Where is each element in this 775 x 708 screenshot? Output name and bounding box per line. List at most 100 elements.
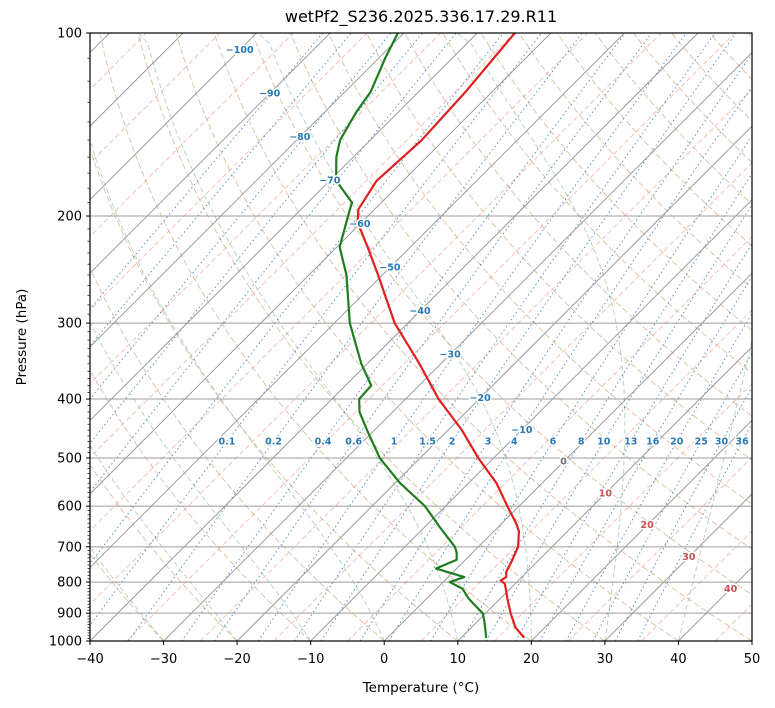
plot-line [641,529,752,641]
x-tick-label: −30 [150,652,177,667]
y-tick-label: 100 [57,27,82,42]
isotherm-label: −10 [511,425,533,436]
plot-line [90,33,542,627]
mixing-ratio-label: 36 [735,437,749,448]
plot-line [90,33,504,565]
y-tick-label: 700 [57,540,82,555]
axes-frame: −40 −30 −20 −10 0 10 20 30 40 5010020030040050060… [49,27,760,668]
plot-line [251,33,752,596]
sounding-profiles [335,33,525,639]
x-tick-label: 0 [380,652,388,667]
plot-line [751,639,752,641]
mixing-ratio-label: 0.1 [218,437,235,448]
x-axis-label: Temperature (°C) [362,680,480,696]
plot-line [126,33,736,641]
plot-line [637,422,752,641]
isotherm-label: −40 [409,306,431,317]
mixing-ratio-lines [90,33,752,641]
isotherm-label: 0 [560,457,567,468]
plot-line [456,33,626,641]
plot-line [632,33,752,164]
line-labels: −100−90−80−70−60−50−40−30−20−10010203040… [217,44,751,597]
y-tick-label: 500 [57,452,82,467]
isotherm-label: 30 [682,552,696,563]
plot-line [90,33,625,569]
y-tick-label: 900 [57,607,82,622]
isotherm-label: −50 [379,263,401,274]
y-tick-label: 400 [57,393,82,408]
mixing-ratio-label: 10 [597,437,611,448]
plot-line [90,33,221,164]
plot-line [480,33,752,331]
plot-line [175,33,679,641]
plot-line [90,33,441,385]
x-tick-label: 10 [450,652,467,667]
y-tick-label: 600 [57,500,82,515]
plot-line [383,272,752,641]
x-tick-label: 20 [523,652,540,667]
plot-line [604,493,752,641]
dewpoint-line [335,33,488,639]
plot-line [751,640,752,641]
plot-frame [89,32,753,642]
plot-line [442,33,752,374]
plot-line [90,321,312,641]
isotherm-minor-lines [90,33,752,641]
plot-line [614,386,752,641]
plot-line [127,33,583,641]
plot-line [90,33,324,310]
plot-line [310,198,752,641]
mixing-ratio-label: 8 [578,437,585,448]
plot-line [359,53,752,641]
isotherm-label: −20 [470,393,492,404]
y-tick-label: 1000 [49,635,82,650]
isotherm-label: −70 [319,176,341,187]
plot-line [90,33,352,347]
isotherm-label: −30 [440,350,462,361]
mixing-ratio-label: 0.6 [345,437,362,448]
plot-line [485,204,752,641]
plot-line [90,138,385,641]
plot-line [565,312,752,641]
mixing-ratio-label: 3 [485,437,492,448]
x-tick-label: 30 [597,652,614,667]
plot-line [236,125,752,641]
isotherm-label: −100 [226,45,254,56]
plot-line [90,33,699,641]
plot-line [530,419,752,641]
x-tick-label: −40 [76,652,103,667]
plot-line [90,33,331,274]
plot-line [90,33,368,311]
plot-line [677,337,752,641]
mixing-ratio-label: 20 [670,437,684,448]
mixing-ratio-label: 6 [550,437,557,448]
plot-line [90,266,385,641]
plot-line [90,444,238,641]
y-tick-label: 800 [57,576,82,591]
plot-line [678,566,752,641]
plot-line [430,135,752,641]
plot-line [90,33,552,495]
x-tick-label: −10 [297,652,324,667]
plot-line [366,33,752,461]
isotherm-label: 10 [599,488,613,499]
mixing-ratio-label: 25 [695,437,708,448]
isotherm-label: −60 [349,219,371,230]
dry-adiabats [90,33,752,641]
plot-line [90,147,459,641]
mixing-ratio-label: 0.2 [265,437,282,448]
x-tick-label: −20 [223,652,250,667]
mixing-ratio-label: 13 [624,437,637,448]
plot-line [90,33,478,422]
isotherm-lines [90,33,752,641]
y-tick-label: 200 [57,210,82,225]
plot-line [90,33,662,605]
chart-title: wetPf2_S236.2025.336.17.29.R11 [284,7,558,26]
plot-line [199,88,752,641]
isotherm-label: −90 [259,89,281,100]
plot-line [90,369,312,641]
plot-line [90,33,589,532]
mixing-ratio-label: 4 [511,437,518,448]
